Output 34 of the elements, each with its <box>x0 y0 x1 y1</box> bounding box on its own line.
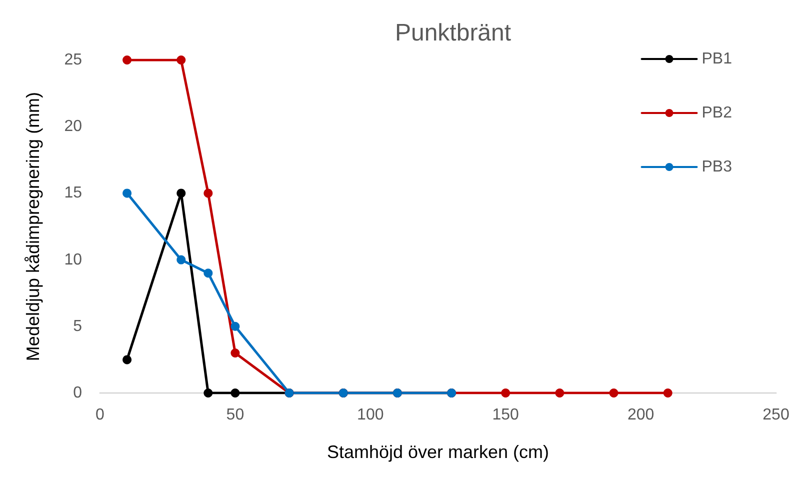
point <box>176 188 186 198</box>
point <box>204 388 213 398</box>
point <box>501 388 510 398</box>
y-tick-label: 20 <box>64 118 82 136</box>
x-tick-label: 100 <box>357 406 384 424</box>
legend-label: PB1 <box>702 50 732 68</box>
chart-title: Punktbränt <box>394 20 512 46</box>
y-tick-label: 10 <box>64 251 82 268</box>
y-tick-label: 5 <box>73 318 82 335</box>
x-tick-label: 250 <box>762 406 789 424</box>
x-axis-title: Stamhöjd över marken (cm) <box>326 442 550 462</box>
point <box>122 355 132 364</box>
y-tick-label: 25 <box>64 52 82 68</box>
point <box>230 348 240 358</box>
y-tick-label: 15 <box>64 184 82 202</box>
point <box>204 268 213 278</box>
point <box>176 56 186 64</box>
point <box>609 388 618 398</box>
x-tick-label: 0 <box>96 406 105 424</box>
point <box>204 188 213 198</box>
legend-label: PB3 <box>702 158 732 176</box>
point <box>176 255 186 264</box>
legend-label: PB2 <box>702 104 732 122</box>
x-tick-label: 200 <box>627 406 654 424</box>
point <box>663 388 672 398</box>
point <box>230 322 240 331</box>
point <box>555 388 564 398</box>
point <box>122 56 132 64</box>
point <box>122 188 132 198</box>
y-tick-label: 0 <box>73 384 82 402</box>
point <box>230 388 240 398</box>
x-tick-label: 150 <box>492 406 520 424</box>
x-tick-label: 50 <box>226 406 244 424</box>
y-axis-title: Medeldjup kådimpregnering (mm) <box>23 92 43 362</box>
